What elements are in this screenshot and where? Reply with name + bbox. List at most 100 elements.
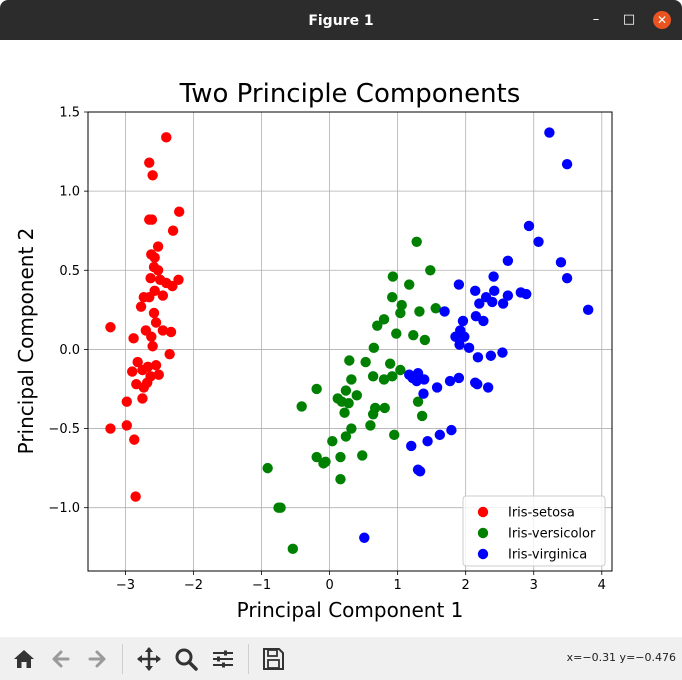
iris-virginica-point [482, 382, 494, 393]
iris-setosa-point [138, 291, 150, 303]
legend-marker-iris-virginica [477, 548, 489, 560]
y-tick-label: −0.5 [48, 422, 80, 437]
iris-setosa-point [138, 382, 150, 393]
iris-virginica-point [457, 315, 469, 327]
iris-versicolor-point [336, 396, 348, 407]
iris-virginica-point [453, 372, 465, 384]
iris-virginica-point [472, 352, 484, 363]
iris-versicolor-point [351, 390, 363, 401]
iris-versicolor-point [357, 450, 368, 461]
toolbar-separator [248, 644, 249, 674]
back-arrow-icon[interactable] [47, 645, 75, 673]
pan-move-icon[interactable] [135, 645, 163, 673]
iris-virginica-point [472, 379, 483, 390]
iris-versicolor-point [411, 236, 422, 247]
iris-versicolor-point [335, 451, 346, 463]
iris-virginica-point [446, 424, 457, 436]
navigation-toolbar: x=−0.31 y=−0.476 [0, 637, 682, 680]
iris-setosa-point [161, 132, 172, 143]
iris-versicolor-point [327, 436, 338, 447]
iris-versicolor-point [318, 458, 329, 469]
forward-arrow-icon[interactable] [83, 645, 111, 673]
iris-setosa-point [167, 225, 179, 236]
iris-setosa-point [146, 214, 158, 225]
iris-versicolor-point [378, 374, 390, 385]
iris-virginica-point [434, 429, 446, 441]
iris-virginica-point [359, 532, 370, 543]
iris-versicolor-point [262, 462, 273, 474]
iris-virginica-point [444, 375, 456, 387]
legend: Iris-setosa Iris-versicolor Iris-virginica [462, 495, 606, 567]
iris-setosa-point [146, 331, 157, 342]
x-tick-label: 2 [462, 578, 470, 593]
x-tick-label: −1 [252, 578, 271, 593]
iris-versicolor-point [346, 374, 357, 385]
iris-virginica-point [431, 382, 443, 393]
iris-virginica-point [523, 220, 535, 232]
iris-versicolor-point [386, 371, 398, 382]
iris-setosa-point [149, 252, 160, 263]
iris-setosa-point [129, 434, 140, 445]
plot-area-frame [87, 111, 613, 572]
iris-versicolor-point [412, 396, 424, 407]
minimize-icon[interactable]: – [592, 12, 600, 27]
iris-versicolor-point [368, 342, 380, 354]
iris-versicolor-point [367, 371, 379, 382]
iris-versicolor-point [395, 364, 406, 376]
iris-virginica-point [497, 347, 508, 358]
iris-versicolor-point [339, 407, 350, 418]
iris-setosa-point [148, 307, 160, 319]
chart-title: Two Principle Components [179, 79, 521, 109]
iris-setosa-point [121, 396, 132, 407]
figure-canvas[interactable]: Two Principle Components −3 −2 −1 0 1 2 3 4 −1.0… [0, 40, 682, 637]
iris-versicolor-point [408, 329, 419, 341]
x-tick-label: 3 [530, 578, 538, 593]
iris-setosa-point [152, 265, 164, 276]
home-icon[interactable] [10, 645, 38, 673]
iris-versicolor-point [391, 328, 402, 339]
legend-label-iris-virginica: Iris-virginica [508, 548, 587, 563]
x-tick-label: −2 [184, 578, 203, 593]
iris-virginica-point [485, 350, 497, 361]
iris-virginica-point [487, 296, 498, 308]
title-bar[interactable]: Figure 1 – □ ✕ [0, 0, 682, 40]
iris-setosa-point [145, 272, 156, 284]
x-tick-label: 0 [325, 578, 333, 593]
iris-versicolor-point [344, 355, 355, 366]
y-axis-label: Principal Component 2 [14, 228, 38, 455]
iris-versicolor-point [404, 279, 415, 290]
iris-versicolor-point [395, 307, 406, 319]
iris-virginica-point [453, 279, 465, 290]
legend-frame [462, 495, 606, 567]
iris-virginica-point [418, 388, 429, 399]
iris-setosa-point [150, 317, 162, 328]
iris-virginica-point [521, 288, 532, 300]
iris-versicolor-point [360, 356, 371, 368]
close-icon[interactable]: ✕ [653, 11, 671, 29]
iris-setosa-point [165, 326, 177, 338]
x-tick-label: −3 [116, 578, 135, 593]
maximize-icon[interactable]: □ [622, 12, 636, 27]
iris-virginica-point [450, 331, 461, 342]
iris-setosa-point [137, 393, 148, 404]
iris-setosa-point [105, 322, 116, 333]
save-floppy-icon[interactable] [259, 645, 287, 673]
iris-versicolor-point [367, 409, 379, 420]
iris-versicolor-point [416, 410, 428, 422]
iris-setosa-point [105, 423, 116, 434]
iris-virginica-point [459, 331, 470, 342]
iris-virginica-point [470, 285, 481, 297]
iris-versicolor-point [311, 451, 322, 463]
y-tick-label: 0.5 [59, 264, 80, 279]
iris-setosa-point [128, 333, 139, 344]
configure-subplots-icon[interactable] [209, 645, 237, 673]
iris-versicolor-point [379, 402, 390, 414]
iris-virginica-point [582, 304, 594, 316]
iris-setosa-point [173, 206, 185, 217]
iris-virginica-point [555, 257, 567, 268]
iris-setosa-point [147, 341, 158, 352]
iris-setosa-point [132, 356, 143, 368]
iris-versicolor-point [287, 543, 299, 555]
zoom-magnifier-icon[interactable] [172, 645, 200, 673]
